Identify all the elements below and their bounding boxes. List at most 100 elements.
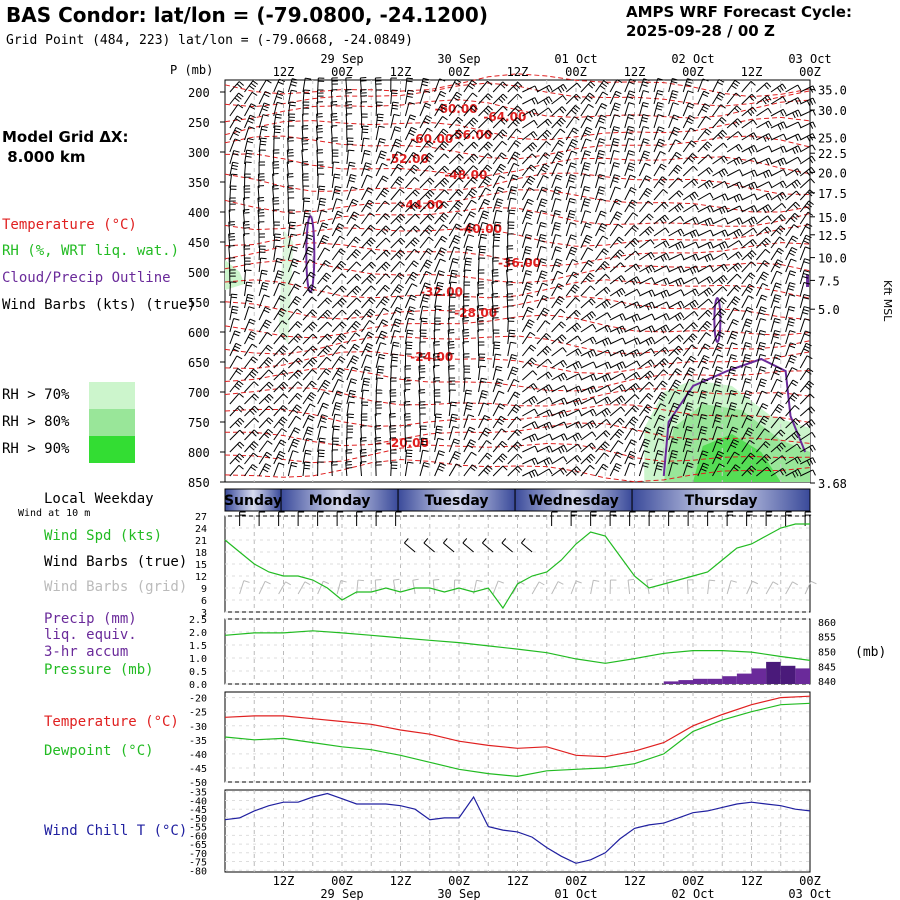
grid-wind-barb	[746, 580, 759, 595]
upper-wind-barb	[448, 223, 462, 237]
upper-wind-barb	[434, 270, 445, 285]
upper-wind-barb	[448, 189, 464, 201]
upper-wind-barb	[741, 318, 753, 333]
upper-wind-barb	[521, 319, 535, 333]
upper-wind-barb	[288, 369, 303, 381]
upper-wind-barb	[404, 260, 419, 273]
upper-wind-barb	[668, 215, 685, 225]
upper-wind-barb	[419, 152, 434, 165]
upper-wind-barb	[288, 357, 303, 369]
upper-wind-barb	[448, 269, 458, 285]
upper-wind-barb	[258, 369, 274, 381]
upper-wind-barb	[683, 216, 699, 225]
upper-wind-barb	[404, 437, 412, 453]
upper-wind-barb	[726, 439, 740, 453]
upper-wind-barb	[478, 377, 488, 393]
upper-wind-barb	[639, 239, 655, 249]
upper-wind-barb	[448, 212, 463, 225]
upper-wind-barb	[624, 125, 635, 141]
upper-wind-barb	[419, 201, 435, 213]
pressure-tick-label: 750	[188, 416, 210, 430]
upper-wind-barb	[301, 173, 309, 189]
upper-wind-barb	[639, 336, 655, 346]
upper-wind-barb	[653, 114, 664, 129]
upper-wind-barb	[419, 462, 430, 477]
upper-wind-barb	[565, 93, 581, 105]
upper-wind-barb	[492, 198, 504, 213]
upper-wind-barb	[390, 101, 399, 117]
upper-wind-barb	[361, 331, 374, 345]
upper-wind-barb	[712, 438, 724, 453]
upper-wind-barb	[507, 174, 519, 189]
upper-wind-barb	[726, 426, 739, 441]
upper-wind-barb	[712, 91, 726, 105]
upper-wind-barb	[419, 236, 434, 249]
upper-wind-barb	[390, 330, 401, 345]
upper-wind-barb	[521, 175, 536, 189]
upper-wind-barb	[595, 430, 611, 441]
upper-wind-barb	[580, 336, 597, 345]
upper-wind-barb	[346, 236, 361, 249]
upper-wind-barb	[712, 308, 727, 321]
upper-wind-barb	[536, 233, 547, 249]
upper-wind-barb	[244, 80, 259, 93]
upper-wind-barb	[697, 390, 708, 405]
surface-wind-barb	[297, 511, 305, 526]
upper-wind-barb	[770, 108, 787, 117]
upper-wind-barb	[580, 234, 593, 249]
upper-wind-barb	[639, 301, 656, 311]
upper-wind-barb	[492, 129, 508, 141]
upper-wind-barb	[741, 216, 758, 226]
upper-wind-barb	[361, 137, 370, 153]
upper-wind-barb	[755, 294, 768, 309]
upper-wind-barb	[682, 425, 693, 441]
upper-wind-barb	[595, 186, 606, 201]
weekday-label: Tuesday	[425, 493, 489, 509]
upper-wind-barb	[697, 450, 709, 465]
weekday-label: Thursday	[685, 493, 758, 509]
upper-wind-barb	[741, 342, 752, 357]
upper-wind-barb	[536, 210, 547, 225]
upper-wind-barb	[712, 142, 728, 153]
upper-wind-barb	[536, 163, 550, 177]
upper-wind-barb	[536, 371, 553, 381]
upper-wind-barb	[609, 275, 626, 285]
upper-wind-barb	[492, 163, 506, 177]
upper-wind-barb	[287, 283, 301, 297]
height-tick-label: 12.5	[818, 229, 847, 243]
pressure-line	[224, 630, 811, 664]
upper-wind-barb	[331, 390, 343, 405]
upper-wind-barb	[478, 414, 491, 429]
upper-wind-barb	[478, 210, 490, 225]
upper-wind-barb	[653, 391, 667, 405]
upper-wind-barb	[346, 355, 359, 369]
upper-wind-barb	[390, 306, 403, 321]
upper-wind-barb	[756, 120, 772, 129]
upper-wind-barb	[638, 102, 649, 117]
upper-wind-barb	[682, 462, 694, 477]
upper-wind-barb	[755, 354, 767, 369]
upper-wind-barb	[565, 174, 577, 189]
upper-wind-barb	[566, 409, 582, 417]
forecast-cycle-label: AMPS WRF Forecast Cycle:	[626, 3, 852, 21]
upper-wind-barb	[580, 442, 596, 453]
upper-wind-barb	[478, 402, 490, 417]
upper-wind-barb	[565, 234, 577, 249]
upper-wind-barb	[682, 438, 693, 453]
upper-wind-barb	[302, 246, 315, 261]
upper-wind-barb	[770, 354, 782, 369]
wind-ytick-label: 6	[201, 596, 207, 607]
upper-wind-barb	[712, 205, 729, 215]
upper-wind-barb	[302, 77, 312, 93]
upper-wind-barb	[755, 415, 770, 429]
upper-wind-barb	[287, 461, 298, 477]
surface-wind-barb	[765, 511, 773, 526]
upper-wind-barb	[653, 313, 670, 321]
upper-wind-barb	[536, 333, 552, 345]
weekday-title: Local Weekday	[44, 491, 154, 507]
upper-wind-barb	[580, 138, 592, 153]
upper-wind-barb	[404, 449, 413, 465]
upper-wind-barb	[595, 210, 607, 225]
upper-wind-barb	[785, 430, 801, 441]
precip-bar	[736, 673, 752, 684]
